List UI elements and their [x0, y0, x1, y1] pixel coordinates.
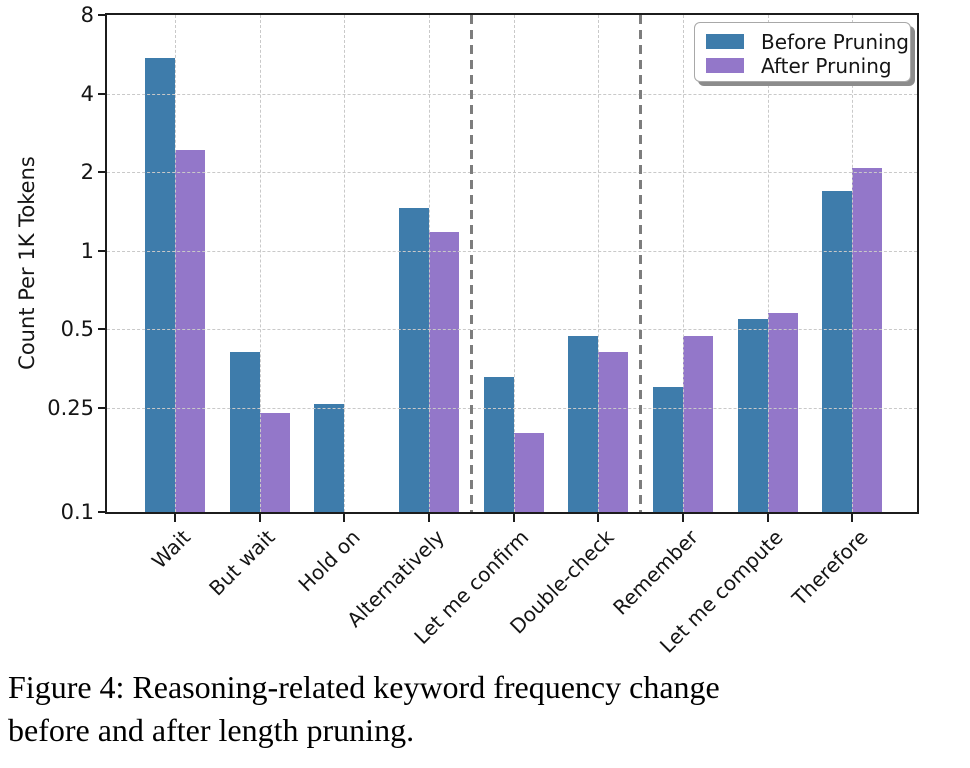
- y-tick-mark-4: [98, 92, 106, 95]
- gridline-x-double-check: [598, 15, 600, 512]
- gridline-x-wait: [175, 15, 176, 512]
- bar-wait-after-pruning: [175, 150, 205, 512]
- bar-hold-on-before-pruning: [314, 403, 345, 512]
- y-tick-label-8: 8: [80, 3, 94, 27]
- x-tick-mark-hold-on: [343, 514, 346, 522]
- legend-label: After Pruning: [761, 53, 892, 78]
- gridline-x-but-wait: [259, 15, 261, 512]
- x-tick-label-text: Wait: [146, 525, 195, 574]
- y-tick-mark-0.1: [98, 511, 106, 513]
- gridline-y-0.5: [107, 329, 917, 331]
- x-tick-mark-alternatively: [427, 514, 430, 522]
- x-tick-mark-let-me-compute: [766, 514, 769, 522]
- gridline-x-alternatively: [428, 15, 430, 512]
- gridline-y-2: [107, 172, 917, 174]
- x-tick-label-text: Therefore: [786, 525, 873, 611]
- bar-alternatively-before-pruning: [398, 207, 429, 512]
- gridline-y-1: [107, 250, 917, 252]
- x-tick-mark-wait: [174, 514, 176, 522]
- bar-let-me-compute-after-pruning: [767, 312, 798, 512]
- gridline-x-hold-on: [344, 15, 346, 512]
- legend-item-after-pruning: After Pruning: [706, 54, 900, 77]
- x-tick-mark-let-me-confirm: [512, 514, 515, 522]
- group-separator-after-double-check: [639, 15, 643, 512]
- y-tick-label-0.1: 0.1: [60, 500, 94, 524]
- legend-swatch-after-pruning: [706, 58, 744, 73]
- y-tick-label-0.5: 0.5: [60, 317, 94, 342]
- x-tick-label-text: Hold on: [293, 525, 365, 597]
- y-tick-mark-0.25: [98, 407, 106, 410]
- bar-but-wait-before-pruning: [229, 351, 260, 512]
- y-tick-mark-8: [98, 14, 106, 16]
- x-tick-mark-therefore: [851, 514, 854, 522]
- figure-caption: Figure 4: Reasoning-related keyword freq…: [8, 666, 966, 752]
- bar-wait-before-pruning: [145, 58, 175, 512]
- x-tick-mark-but-wait: [258, 514, 261, 522]
- y-tick-label-1: 1: [80, 238, 94, 263]
- bar-let-me-compute-before-pruning: [737, 318, 768, 512]
- gridline-y-4: [107, 93, 917, 95]
- gridline-x-let-me-confirm: [513, 15, 515, 512]
- y-tick-mark-1: [98, 249, 106, 252]
- x-tick-mark-remember: [681, 514, 684, 522]
- y-tick-label-2: 2: [80, 160, 94, 185]
- bar-but-wait-after-pruning: [259, 412, 290, 512]
- x-tick-mark-double-check: [597, 514, 600, 522]
- bar-let-me-confirm-after-pruning: [513, 433, 544, 512]
- caption-line-2: before and after length pruning.: [8, 712, 415, 748]
- gridline-y-0.25: [107, 408, 917, 410]
- y-tick-label-0.25: 0.25: [47, 396, 94, 421]
- bar-therefore-before-pruning: [822, 190, 853, 512]
- y-tick-label-4: 4: [80, 81, 94, 106]
- bar-remember-before-pruning: [652, 387, 683, 512]
- bar-double-check-before-pruning: [568, 336, 599, 512]
- y-tick-mark-2: [98, 171, 106, 174]
- gridline-x-therefore: [852, 15, 854, 512]
- legend-label: Before Pruning: [761, 29, 909, 54]
- bar-alternatively-after-pruning: [428, 232, 459, 512]
- gridline-x-remember: [682, 15, 684, 512]
- bar-double-check-after-pruning: [598, 351, 629, 512]
- group-separator-after-alternatively: [469, 15, 473, 512]
- x-tick-label-text: But wait: [204, 525, 280, 601]
- legend-item-before-pruning: Before Pruning: [706, 30, 909, 53]
- bar-therefore-after-pruning: [852, 167, 883, 512]
- gridline-x-let-me-compute: [767, 15, 769, 512]
- bar-remember-after-pruning: [682, 336, 713, 512]
- bar-let-me-confirm-before-pruning: [483, 376, 514, 512]
- y-tick-mark-0.5: [98, 328, 106, 331]
- legend-swatch-before-pruning: [706, 34, 744, 49]
- legend: Before Pruning After Pruning: [694, 22, 911, 82]
- caption-line-1: Figure 4: Reasoning-related keyword freq…: [8, 669, 720, 705]
- bar-chart: Count Per 1K Tokens Before Pruning After…: [15, 3, 919, 658]
